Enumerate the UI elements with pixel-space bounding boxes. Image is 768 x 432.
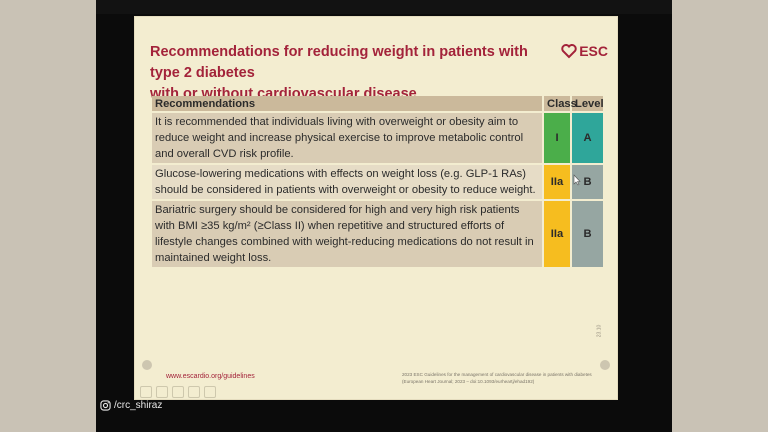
header-class: Class [544,96,577,111]
recommendation-text: Bariatric surgery should be considered f… [152,201,542,267]
slide-number: 23.10 [596,324,603,338]
menu-icon[interactable] [204,386,216,398]
table-row: It is recommended that individuals livin… [152,113,603,163]
recommendation-text: It is recommended that individuals livin… [152,113,542,163]
recommendation-text: Glucose-lowering medications with effect… [152,165,542,199]
recommendations-table: Recommendations Class Level It is recomm… [150,94,605,269]
footer-citation: 2023 ESC Guidelines for the management o… [402,371,602,385]
level-cell: A [572,113,603,163]
presentation-slide: Recommendations for reducing weight in p… [134,16,618,400]
heart-icon [561,44,577,59]
header-level: Level [572,96,604,111]
top-band [96,0,672,14]
logo-text: ESC [579,43,608,59]
mouse-cursor-icon [573,174,581,186]
next-icon[interactable] [156,386,168,398]
esc-logo: ESC [561,43,608,59]
footer-cite-line1: 2023 ESC Guidelines for the management o… [402,372,592,377]
previous-slide-button[interactable] [142,360,152,370]
right-backdrop [672,0,768,432]
footer-cite-line2: (European Heart Journal; 2023 – doi:10.1… [402,379,535,384]
class-cell: IIa [544,165,570,199]
watermark-text: /crc_shiraz [114,400,163,411]
next-slide-button[interactable] [600,360,610,370]
left-backdrop [0,0,96,432]
prev-icon[interactable] [140,386,152,398]
header-recommendations: Recommendations [152,96,542,111]
table-row: Bariatric surgery should be considered f… [152,201,603,267]
footer-link[interactable]: www.escardio.org/guidelines [166,373,255,380]
level-cell: B [572,201,603,267]
pen-icon[interactable] [172,386,184,398]
zoom-icon[interactable] [188,386,200,398]
slide-title-line1: Recommendations for reducing weight in p… [150,44,528,81]
class-cell: I [544,113,570,163]
instagram-icon [100,400,111,411]
watermark: /crc_shiraz [100,400,162,411]
table-header-row: Recommendations Class Level [152,96,604,111]
table-row: Glucose-lowering medications with effect… [152,165,603,199]
class-cell: IIa [544,201,570,267]
slideshow-toolbar [140,386,216,398]
